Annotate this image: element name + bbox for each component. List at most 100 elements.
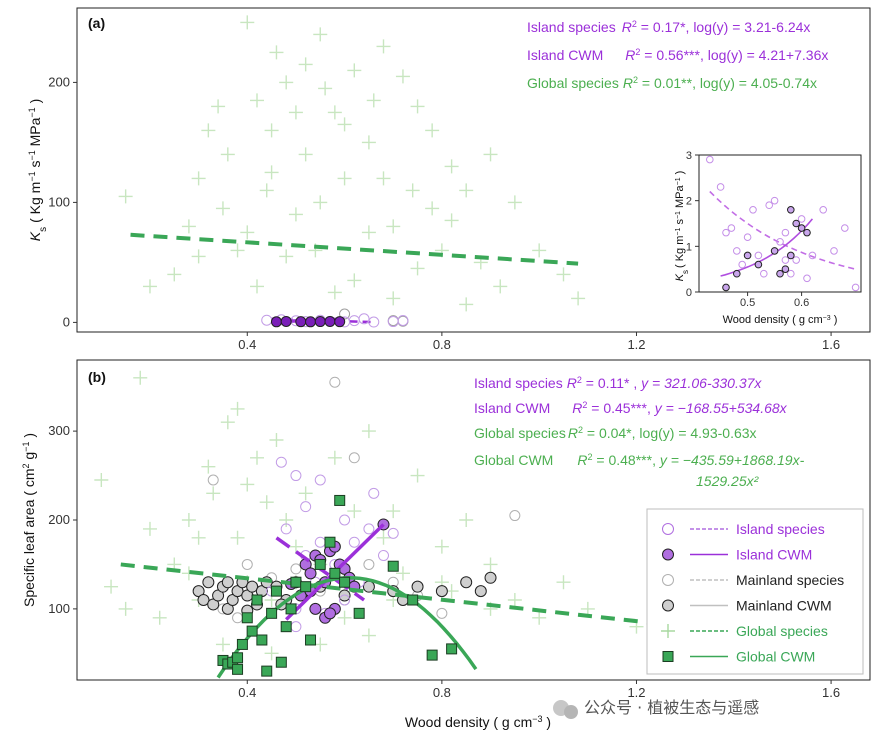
global-species-point — [395, 566, 410, 581]
inset-island-cwm-point — [743, 251, 752, 260]
inset-island-species-point — [781, 256, 790, 264]
wechat-icon-bubble — [564, 705, 578, 719]
y-tick-label: 100 — [48, 194, 70, 209]
x-tick-label: 1.6 — [822, 337, 840, 352]
mainland-species-point — [509, 510, 521, 522]
global-species-point — [94, 473, 109, 487]
global-species-point — [264, 165, 279, 180]
inset-island-species-point — [770, 196, 779, 205]
global-species-point — [483, 147, 498, 162]
eq-b-island-cwm: Island CWM R2 = 0.45***, y = −168.55+534.… — [474, 400, 788, 416]
global-cwm-point — [236, 638, 248, 650]
mainland-species-point — [241, 558, 253, 570]
global-species-point — [425, 123, 440, 138]
island-species-point — [280, 523, 292, 535]
global-species-point — [580, 601, 595, 616]
mainland-species-point — [348, 452, 360, 464]
global-cwm-point — [426, 649, 438, 661]
global-species-point — [444, 159, 459, 174]
global-species-point — [313, 195, 328, 210]
y-tick-label: 300 — [48, 423, 70, 438]
panel-b-global-species-points — [94, 370, 839, 661]
island-species-point — [397, 314, 409, 326]
global-species-point — [347, 63, 362, 78]
global-species-point — [298, 486, 313, 501]
global-species-point — [259, 183, 274, 198]
watermark-text: 公众号 · 植被生态与遥感 — [584, 698, 759, 717]
inset-ylabel: Ks( Kg m−1 s−1 MPa−1 ) — [674, 171, 690, 282]
global-cwm-point — [334, 494, 346, 506]
mainland-cwm-point — [202, 576, 215, 589]
global-species-point — [142, 279, 157, 294]
global-species-point — [288, 539, 303, 554]
panel-b-ylabel: Specific leaf area ( cm2 g−1 ) — [21, 433, 37, 607]
island-species-point — [358, 313, 370, 325]
global-species-point — [181, 219, 196, 234]
island-species-point — [290, 470, 302, 482]
panel-a-ylabel: Ks( Kg m−1 s−1 MPa−1 ) — [27, 99, 49, 242]
island-cwm-point — [334, 316, 346, 328]
y-tick-label: 0 — [686, 287, 692, 299]
global-species-point — [230, 401, 245, 416]
inset-island-cwm-point — [776, 269, 784, 278]
global-species-point — [376, 530, 391, 545]
mainland-species-point — [290, 563, 302, 575]
inset-xlabel: Wood density ( g cm−3 ) — [723, 314, 838, 326]
inset-island-cwm-point — [754, 260, 763, 269]
x-tick-label: 0.6 — [794, 297, 809, 309]
global-species-point — [215, 201, 230, 216]
global-species-fit-line — [120, 562, 744, 635]
x-tick-label: 0.5 — [740, 297, 755, 309]
y-tick-label: 200 — [48, 74, 70, 89]
island-species-point — [368, 487, 380, 499]
inset-island-cwm-point — [797, 224, 806, 232]
eq-b-global-cwm: Global CWM R2 = 0.48***, y = −435.59+1868… — [474, 452, 805, 468]
island-species-point — [275, 456, 287, 468]
global-species-point — [279, 75, 294, 90]
y-tick-label: 2 — [686, 196, 692, 208]
x-tick-label: 0.4 — [238, 337, 256, 352]
global-cwm-point — [232, 652, 244, 664]
legend-item: Global species — [661, 623, 828, 639]
panel-a-island-points — [261, 308, 409, 328]
global-cwm-point — [446, 643, 458, 655]
legend-marker — [662, 599, 674, 612]
global-species-point — [220, 415, 235, 430]
global-species-point — [152, 610, 167, 625]
legend-marker — [662, 574, 674, 586]
inset-island-cwm-point — [787, 206, 795, 214]
inset-island-cwm-point — [792, 219, 801, 228]
global-cwm-point — [261, 665, 273, 677]
global-cwm-point — [232, 663, 244, 675]
global-species-point — [230, 530, 245, 545]
global-species-point — [250, 279, 265, 294]
x-tick-label: 1.2 — [627, 337, 645, 352]
eq-a-global-species: Global species R2 = 0.01**, log(y) = 4.05… — [527, 75, 817, 91]
island-cwm-point — [305, 316, 317, 328]
inset-island-species-point — [716, 183, 725, 191]
global-species-point — [376, 39, 391, 54]
global-species-point — [483, 557, 498, 572]
mainland-cwm-point — [197, 594, 210, 606]
mainland-species-point — [363, 558, 375, 570]
global-species-point — [361, 424, 376, 439]
global-cwm-point — [314, 558, 326, 570]
inset-island-species-point — [803, 274, 811, 283]
island-cwm-point — [280, 315, 292, 327]
global-species-point — [556, 267, 571, 282]
global-species-point — [215, 637, 230, 652]
global-species-point — [459, 297, 474, 312]
watermark: 公众号 · 植被生态与遥感 — [553, 698, 759, 719]
inset-frame — [698, 154, 862, 293]
global-species-point — [201, 459, 216, 474]
x-tick-label: 0.4 — [238, 685, 256, 700]
legend-item: Island species — [662, 521, 825, 537]
island-cwm-point — [309, 602, 322, 615]
global-species-point — [191, 249, 206, 264]
inset-island-species-point — [754, 251, 763, 260]
global-cwm-point — [256, 634, 268, 646]
x-tick-label: 0.8 — [433, 337, 451, 352]
mainland-cwm-point — [484, 571, 497, 584]
global-species-point — [298, 147, 313, 162]
global-cwm-point — [353, 607, 365, 619]
